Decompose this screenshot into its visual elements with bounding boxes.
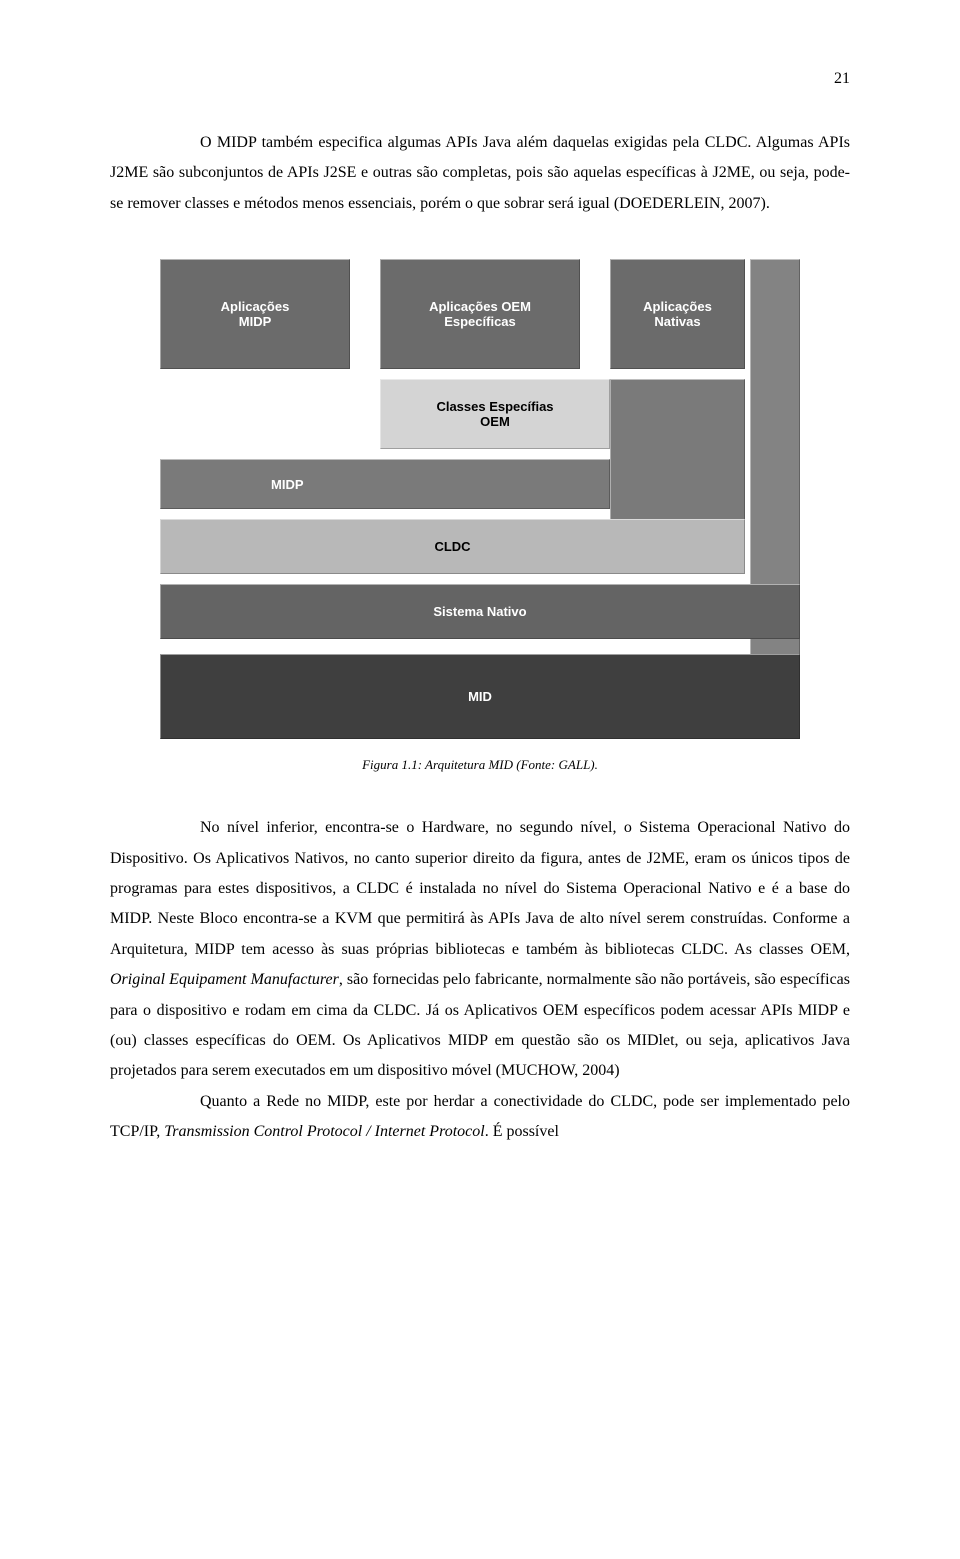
diagram-block-classes-oem: Classes EspecífiasOEM: [380, 379, 610, 449]
diagram-block-app-native: AplicaçõesNativas: [610, 259, 745, 369]
body-text-top: O MIDP também especifica algumas APIs Ja…: [110, 128, 850, 219]
paragraph-3: Quanto a Rede no MIDP, este por herdar a…: [110, 1087, 850, 1148]
figure-caption: Figura 1.1: Arquitetura MID (Fonte: GALL…: [110, 757, 850, 773]
body-text-bottom: No nível inferior, encontra-se o Hardwar…: [110, 813, 850, 1147]
diagram-block-app-midp: AplicaçõesMIDP: [160, 259, 350, 369]
diagram-block-sistema-nativo: Sistema Nativo: [160, 584, 800, 639]
page-number: 21: [110, 70, 850, 88]
diagram-block-mid: MID: [160, 654, 800, 739]
architecture-diagram: AplicaçõesMIDP Aplicações OEMEspecíficas A…: [160, 259, 800, 739]
diagram-block-midp-bar: MIDP: [160, 459, 610, 509]
diagram-block-app-oem: Aplicações OEMEspecíficas: [380, 259, 580, 369]
paragraph-1: O MIDP também especifica algumas APIs Ja…: [110, 128, 850, 219]
diagram-block-cldc: CLDC: [160, 519, 745, 574]
paragraph-2: No nível inferior, encontra-se o Hardwar…: [110, 813, 850, 1087]
